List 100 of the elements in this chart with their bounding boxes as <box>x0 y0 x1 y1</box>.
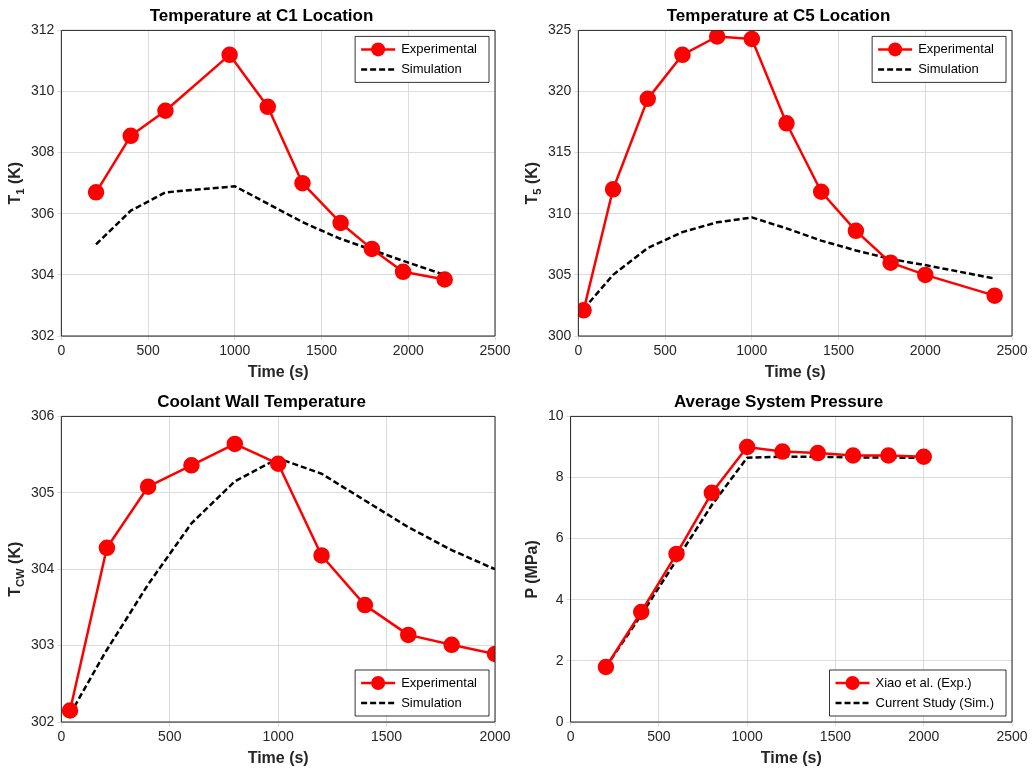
point <box>708 30 726 45</box>
x-tick-label: 2000 <box>479 728 511 745</box>
x-axis-title: Time (s) <box>760 748 822 766</box>
point <box>394 263 412 281</box>
legend-label: Xiao et al. (Exp.) <box>875 674 972 690</box>
y-tick-label: 8 <box>555 468 564 485</box>
legend-label: Experimental <box>401 40 478 56</box>
x-tick-label: 500 <box>136 342 160 359</box>
point <box>139 478 157 495</box>
point <box>436 271 453 288</box>
point <box>356 596 374 614</box>
point <box>738 438 756 456</box>
x-tick-label: 500 <box>158 728 182 745</box>
y-tick-label: 306 <box>31 204 55 221</box>
point <box>778 115 795 132</box>
legend-label: Experimental <box>918 40 995 56</box>
y-tick-label: 0 <box>555 712 564 729</box>
y-tick-label: 310 <box>31 82 55 99</box>
point <box>604 181 622 198</box>
point <box>639 90 656 108</box>
point <box>632 603 650 621</box>
y-axis-title: T1 (K) <box>6 161 26 205</box>
x-tick-label: 1000 <box>219 342 251 359</box>
chart-title: Average System Pressure <box>673 391 884 411</box>
x-axis-title: Time (s) <box>247 748 309 766</box>
y-axis-title: TCW (K) <box>6 541 26 597</box>
y-axis-title: P (MPa) <box>523 540 541 599</box>
point <box>332 214 349 232</box>
y-tick-label: 304 <box>31 265 55 282</box>
x-tick-label: 1500 <box>371 728 403 745</box>
x-tick-label: 0 <box>57 342 66 359</box>
point <box>847 222 865 240</box>
y-tick-label: 308 <box>31 143 55 160</box>
point <box>597 658 615 676</box>
point <box>183 457 200 474</box>
x-tick-label: 2500 <box>479 342 511 359</box>
point <box>915 448 932 465</box>
y-tick-label: 2 <box>555 651 564 668</box>
point <box>443 636 460 654</box>
point <box>809 444 827 462</box>
point <box>917 266 934 284</box>
legend-label: Simulation <box>401 694 462 710</box>
chart-title: Temperature at C5 Location <box>666 5 891 25</box>
y-tick-label: 325 <box>548 21 572 38</box>
point <box>743 30 761 48</box>
point <box>313 547 330 564</box>
x-tick-label: 2500 <box>996 728 1028 745</box>
legend-label: Current Study (Sim.) <box>875 694 995 710</box>
y-tick-label: 6 <box>555 529 564 546</box>
point <box>122 127 139 145</box>
point <box>221 46 238 64</box>
y-tick-label: 300 <box>548 326 572 343</box>
point <box>363 240 381 258</box>
x-tick-label: 1500 <box>819 728 852 745</box>
legend-label: Simulation <box>401 60 462 76</box>
point <box>87 184 105 201</box>
x-tick-label: 0 <box>574 342 583 359</box>
point <box>674 46 691 64</box>
y-tick-label: 10 <box>547 407 564 424</box>
legend-label: Simulation <box>918 60 979 76</box>
x-tick-label: 1500 <box>822 342 855 359</box>
x-tick-label: 1000 <box>736 342 768 359</box>
point <box>157 102 174 120</box>
point <box>259 98 277 116</box>
y-tick-label: 304 <box>31 560 55 577</box>
point <box>703 484 721 502</box>
chart-title: Coolant Wall Temperature <box>157 391 366 411</box>
y-tick-label: 302 <box>31 326 55 343</box>
x-tick-label: 1000 <box>731 728 763 745</box>
y-tick-label: 303 <box>31 636 55 653</box>
y-tick-label: 302 <box>31 712 55 729</box>
point <box>812 183 830 201</box>
x-tick-label: 2000 <box>392 342 425 359</box>
y-tick-label: 320 <box>548 82 572 99</box>
y-tick-label: 4 <box>555 590 564 607</box>
y-tick-label: 312 <box>31 21 55 38</box>
point <box>226 435 244 453</box>
point <box>668 545 685 563</box>
y-tick-label: 310 <box>548 204 572 221</box>
point <box>880 447 897 464</box>
x-tick-label: 2500 <box>996 342 1028 359</box>
y-tick-label: 305 <box>31 483 55 500</box>
point <box>986 287 1003 304</box>
point <box>61 702 79 719</box>
x-tick-label: 2000 <box>909 342 942 359</box>
x-tick-label: 2000 <box>908 728 940 745</box>
y-axis-title: T5 (K) <box>523 161 543 205</box>
x-axis-title: Time (s) <box>764 362 826 380</box>
point <box>269 455 287 473</box>
x-tick-label: 500 <box>647 728 671 745</box>
x-tick-label: 0 <box>57 728 66 745</box>
point <box>294 174 311 192</box>
y-tick-label: 305 <box>548 265 572 282</box>
point <box>98 539 116 557</box>
x-tick-label: 500 <box>653 342 677 359</box>
chart-title: Temperature at C1 Location <box>149 5 374 25</box>
x-tick-label: 1500 <box>305 342 338 359</box>
point <box>774 443 791 460</box>
x-axis-title: Time (s) <box>247 362 309 380</box>
point <box>844 447 862 464</box>
